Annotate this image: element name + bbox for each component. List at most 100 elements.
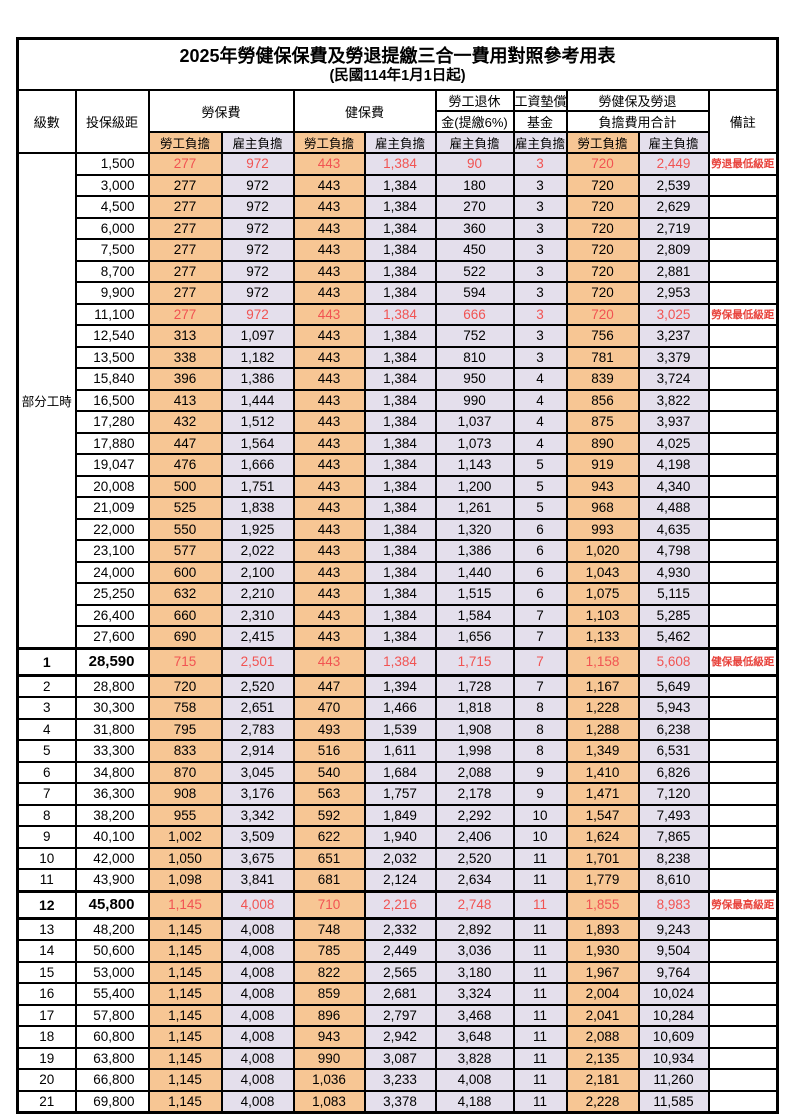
wage-fund-employer-cell: 3 — [512, 216, 568, 240]
total-employee-cell: 1,228 — [565, 696, 640, 720]
health-ins-employer-cell: 1,384 — [363, 216, 437, 240]
health-ins-employee-cell: 943 — [292, 1025, 366, 1049]
bracket-cell: 24,000 — [74, 560, 150, 584]
pension-employer-cell: 522 — [434, 259, 515, 283]
subheader-total-employee: 勞工負擔 — [565, 131, 640, 154]
pension-employer-cell: 2,292 — [434, 803, 515, 827]
total-employer-cell: 9,504 — [637, 939, 710, 963]
bracket-cell: 31,800 — [74, 717, 150, 741]
table-row: 11,100 277 972 443 1,384 666 3 720 3,025 勞保最低級距 — [18, 302, 779, 326]
labor-ins-employer-cell: 2,210 — [220, 582, 295, 606]
health-ins-employee-cell: 443 — [292, 173, 366, 197]
labor-ins-employer-cell: 2,520 — [220, 674, 295, 698]
level-cell: 6 — [16, 760, 77, 784]
health-ins-employee-cell: 859 — [292, 982, 366, 1006]
labor-ins-employer-cell: 2,100 — [220, 560, 295, 584]
total-employee-cell: 1,930 — [565, 939, 640, 963]
bracket-cell: 38,200 — [74, 803, 150, 827]
health-ins-employee-cell: 681 — [292, 868, 366, 892]
total-employee-cell: 1,893 — [565, 917, 640, 941]
wage-fund-employer-cell: 8 — [512, 717, 568, 741]
labor-ins-employer-cell: 972 — [220, 195, 295, 219]
labor-ins-employer-cell: 3,176 — [220, 782, 295, 806]
labor-ins-employer-cell: 4,008 — [220, 960, 295, 984]
total-employee-cell: 1,624 — [565, 825, 640, 849]
labor-ins-employer-cell: 4,008 — [220, 1003, 295, 1027]
subheader-health-employee: 勞工負擔 — [292, 131, 366, 154]
remark-cell — [707, 760, 779, 784]
pension-employer-cell: 666 — [434, 302, 515, 326]
bracket-cell: 8,700 — [74, 259, 150, 283]
health-ins-employee-cell: 1,083 — [292, 1089, 366, 1114]
health-ins-employer-cell: 2,565 — [363, 960, 437, 984]
remark-cell — [707, 1025, 779, 1049]
labor-ins-employee-cell: 1,145 — [147, 939, 223, 963]
pension-employer-cell: 3,648 — [434, 1025, 515, 1049]
total-employee-cell: 2,135 — [565, 1046, 640, 1070]
remark-cell — [707, 868, 779, 892]
health-ins-employer-cell: 2,681 — [363, 982, 437, 1006]
wage-fund-employer-cell: 5 — [512, 474, 568, 498]
health-ins-employee-cell: 622 — [292, 825, 366, 849]
remark-cell — [707, 324, 779, 348]
bracket-cell: 3,000 — [74, 173, 150, 197]
total-employer-cell: 2,881 — [637, 259, 710, 283]
wage-fund-employer-cell: 10 — [512, 825, 568, 849]
col-header-remark: 備註 — [707, 89, 779, 154]
table-body: 部分工時 1,500 277 972 443 1,384 90 3 720 2,449 勞退最低級距… — [16, 152, 779, 1114]
wage-fund-employer-cell: 8 — [512, 696, 568, 720]
remark-cell — [707, 195, 779, 219]
subheader-labor-employer: 雇主負擔 — [220, 131, 295, 154]
wage-fund-employer-cell: 5 — [512, 496, 568, 520]
table-row: 20 66,800 1,145 4,008 1,036 3,233 4,008 11 2,181… — [16, 1068, 779, 1092]
health-ins-employee-cell: 990 — [292, 1046, 366, 1070]
bracket-cell: 20,008 — [74, 474, 150, 498]
bracket-cell: 1,500 — [74, 152, 150, 176]
health-ins-employee-cell: 443 — [292, 216, 366, 240]
wage-fund-employer-cell: 8 — [512, 739, 568, 763]
pension-employer-cell: 1,908 — [434, 717, 515, 741]
bracket-cell: 57,800 — [74, 1003, 150, 1027]
table-row: 27,600 690 2,415 443 1,384 1,656 7 1,133 5,462 — [18, 625, 779, 649]
level-cell: 5 — [16, 739, 77, 763]
health-ins-employee-cell: 443 — [292, 238, 366, 262]
health-ins-employer-cell: 1,384 — [363, 195, 437, 219]
health-ins-employee-cell: 443 — [292, 302, 366, 326]
total-employer-cell: 5,115 — [637, 582, 710, 606]
total-employee-cell: 720 — [565, 173, 640, 197]
labor-ins-employee-cell: 447 — [147, 431, 223, 455]
labor-ins-employee-cell: 1,145 — [147, 889, 223, 920]
health-ins-employer-cell: 1,384 — [363, 453, 437, 477]
health-ins-employer-cell: 1,384 — [363, 152, 437, 176]
pension-employer-cell: 4,008 — [434, 1068, 515, 1092]
level-cell: 20 — [16, 1068, 77, 1092]
remark-cell — [707, 717, 779, 741]
labor-ins-employee-cell: 1,098 — [147, 868, 223, 892]
health-ins-employer-cell: 1,384 — [363, 603, 437, 627]
health-ins-employee-cell: 443 — [292, 603, 366, 627]
health-ins-employer-cell: 3,087 — [363, 1046, 437, 1070]
labor-ins-employer-cell: 2,501 — [220, 646, 295, 677]
pension-employer-cell: 180 — [434, 173, 515, 197]
remark-cell — [707, 1089, 779, 1114]
total-employer-cell: 6,238 — [637, 717, 710, 741]
pension-employer-cell: 1,261 — [434, 496, 515, 520]
pension-employer-cell: 2,892 — [434, 917, 515, 941]
remark-cell — [707, 917, 779, 941]
labor-ins-employee-cell: 396 — [147, 367, 223, 391]
remark-cell — [707, 453, 779, 477]
health-ins-employee-cell: 822 — [292, 960, 366, 984]
total-employer-cell: 10,934 — [637, 1046, 710, 1070]
total-employee-cell: 720 — [565, 152, 640, 176]
labor-ins-employee-cell: 550 — [147, 517, 223, 541]
wage-fund-employer-cell: 11 — [512, 846, 568, 870]
wage-fund-employer-cell: 11 — [512, 960, 568, 984]
table-row: 8,700 277 972 443 1,384 522 3 720 2,881 — [18, 259, 779, 283]
labor-ins-employer-cell: 972 — [220, 152, 295, 176]
pension-employer-cell: 1,386 — [434, 539, 515, 563]
total-employee-cell: 720 — [565, 216, 640, 240]
total-employee-cell: 2,181 — [565, 1068, 640, 1092]
health-ins-employee-cell: 443 — [292, 259, 366, 283]
pension-employer-cell: 810 — [434, 345, 515, 369]
labor-ins-employee-cell: 1,145 — [147, 1068, 223, 1092]
